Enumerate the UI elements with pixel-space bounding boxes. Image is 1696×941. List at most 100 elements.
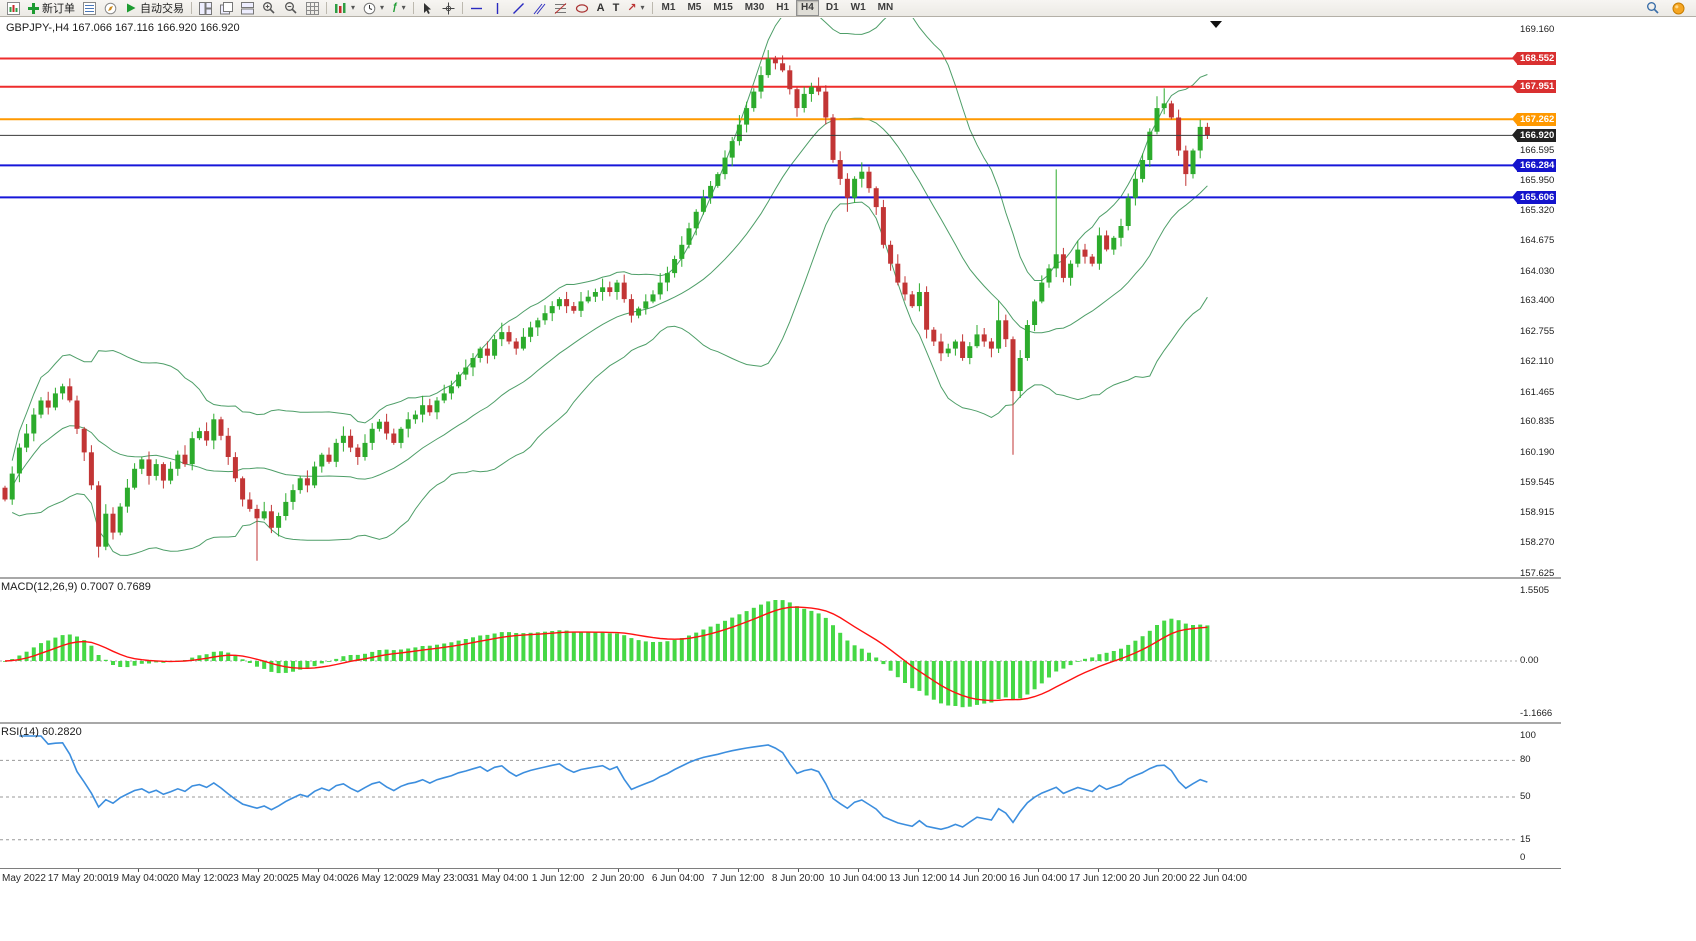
tf-button-W1[interactable]: W1 [850,2,866,13]
arrows-dropdown[interactable]: ↗ ▾ [623,0,648,17]
tf-button-M5[interactable]: M5 [687,2,702,13]
price-axis-label: 162.110 [1520,356,1554,368]
panel-splitter[interactable] [0,577,1561,579]
main-chart-plot[interactable] [0,18,1517,577]
tf-button-MN[interactable]: MN [877,2,894,13]
period-dropdown[interactable]: ▾ [359,0,388,17]
tf-button-M1[interactable]: M1 [661,2,676,13]
tf-button-H1[interactable]: H1 [776,2,790,13]
chevron-down-icon: ▾ [640,3,645,12]
time-axis-tick [738,869,739,872]
time-axis-tick [618,869,619,872]
macd-panel[interactable]: MACD(12,26,9) 0.7007 0.7689 1.5505 0.00 -1… [0,579,1561,722]
macd-axis[interactable]: 1.5505 0.00 -1.1666 [1517,579,1561,722]
price-axis-label: 164.675 [1520,235,1555,247]
price-axis-label: 158.270 [1520,537,1555,549]
zoom-in-button[interactable] [258,0,280,17]
time-axis-tick [78,869,79,872]
time-axis-tick [1038,869,1039,872]
grid-button[interactable] [302,0,323,17]
cascade-windows-button[interactable] [216,0,237,17]
price-line-label: 167.262 [1512,112,1557,126]
price-axis-label: 160.835 [1520,416,1555,428]
macd-axis-label: -1.1666 [1520,707,1553,719]
chart-shift-marker[interactable] [1210,21,1222,28]
community-button[interactable] [1668,0,1689,17]
price-axis[interactable]: 169.160168.525167.885167.240166.595165.9… [1512,18,1561,579]
rsi-axis[interactable]: 100 80 50 15 0 [1517,724,1561,868]
auto-trading-button[interactable]: 自动交易 [121,0,188,17]
timeframe-bar: M1 M5 M15 M30 H1 H4 D1 W1 MN [656,0,900,16]
new-chart-button[interactable] [3,0,24,17]
price-line-label: 165.606 [1512,190,1557,204]
time-axis-tick [798,869,799,872]
main-chart-panel[interactable]: GBPJPY-,H4 167.066 167.116 166.920 166.9… [0,18,1561,579]
cascade-windows-icon [220,1,233,14]
market-watch-button[interactable] [79,0,100,17]
vertical-line-button[interactable] [487,0,508,17]
fibonacci-button[interactable] [550,0,571,17]
rsi-plot[interactable] [0,724,1517,868]
tf-button-M30[interactable]: M30 [744,2,765,13]
time-axis-label: 16 Jun 04:00 [1009,873,1067,884]
time-axis[interactable]: May 2022 17 May 20:00 19 May 04:00 20 May 1… [0,869,1561,889]
macd-axis-label: 1.5505 [1520,584,1550,596]
macd-signal-line [4,606,1208,702]
time-axis-tick [1158,869,1159,872]
panel-splitter-2[interactable] [0,722,1561,724]
channel-button[interactable] [529,0,550,17]
new-order-label: 新订单 [42,3,75,15]
zoom-out-button[interactable] [280,0,302,17]
shapes-button[interactable] [571,0,593,17]
tf-button-D1[interactable]: D1 [825,2,839,13]
crosshair-button[interactable] [438,0,459,17]
auto-trading-icon [127,3,136,13]
candles [2,50,1210,561]
chevron-down-icon: ▾ [351,3,356,12]
time-axis-label: 6 Jun 04:00 [651,873,705,884]
time-axis-label: 20 May 12:00 [167,873,229,884]
toolbar: 新订单 自动交易 ▾ ▾ ƒ ▾ [0,0,1696,17]
fibonacci-icon [554,2,566,14]
rsi-axis-label: 0 [1520,852,1526,863]
tf-button-M15[interactable]: M15 [713,2,733,13]
cursor-button[interactable] [417,0,438,17]
price-line-label: 166.284 [1512,158,1557,172]
time-axis-tick [138,869,139,872]
toolbar-separator [651,2,653,14]
macd-axis-label: 0.00 [1520,655,1539,666]
price-line-label: 166.920 [1512,128,1557,142]
new-order-button[interactable]: 新订单 [24,0,79,17]
rsi-label: RSI(14) 60.2820 [1,726,82,738]
price-axis-label: 165.320 [1520,204,1555,216]
time-axis-tick [198,869,199,872]
tile-windows-button[interactable] [195,0,216,17]
price-axis-label: 169.160 [1520,23,1555,35]
macd-plot[interactable] [0,579,1517,722]
search-button[interactable] [1642,0,1664,17]
tile-horizontal-button[interactable] [237,0,258,17]
text-button[interactable]: A [593,0,609,17]
chart-type-dropdown[interactable]: ▾ [330,0,359,17]
cursor-icon [423,2,431,14]
indicators-dropdown[interactable]: ƒ ▾ [388,0,410,17]
arrow-icon: ↗ [627,1,637,14]
tf-button-H4[interactable]: H4 [796,0,819,16]
grid-icon [306,1,319,15]
price-axis-label: 162.755 [1520,325,1555,337]
time-axis-tick [978,869,979,872]
time-axis-label: 17 Jun 12:00 [1069,873,1127,884]
time-axis-tick [378,869,379,872]
price-axis-label: 161.465 [1520,386,1555,398]
trendline-button[interactable] [508,0,529,17]
time-axis-tick [1098,869,1099,872]
navigator-button[interactable] [100,0,121,17]
price-axis-label: 164.030 [1520,265,1555,277]
price-axis-label: 160.190 [1520,446,1555,458]
auto-trading-label: 自动交易 [140,3,184,15]
toolbar-separator [461,2,463,14]
bollinger-upper-band [11,18,1208,461]
horizontal-line-button[interactable] [466,0,487,17]
rsi-panel[interactable]: RSI(14) 60.2820 100 80 50 15 0 [0,724,1561,868]
label-button[interactable]: T [609,0,624,17]
